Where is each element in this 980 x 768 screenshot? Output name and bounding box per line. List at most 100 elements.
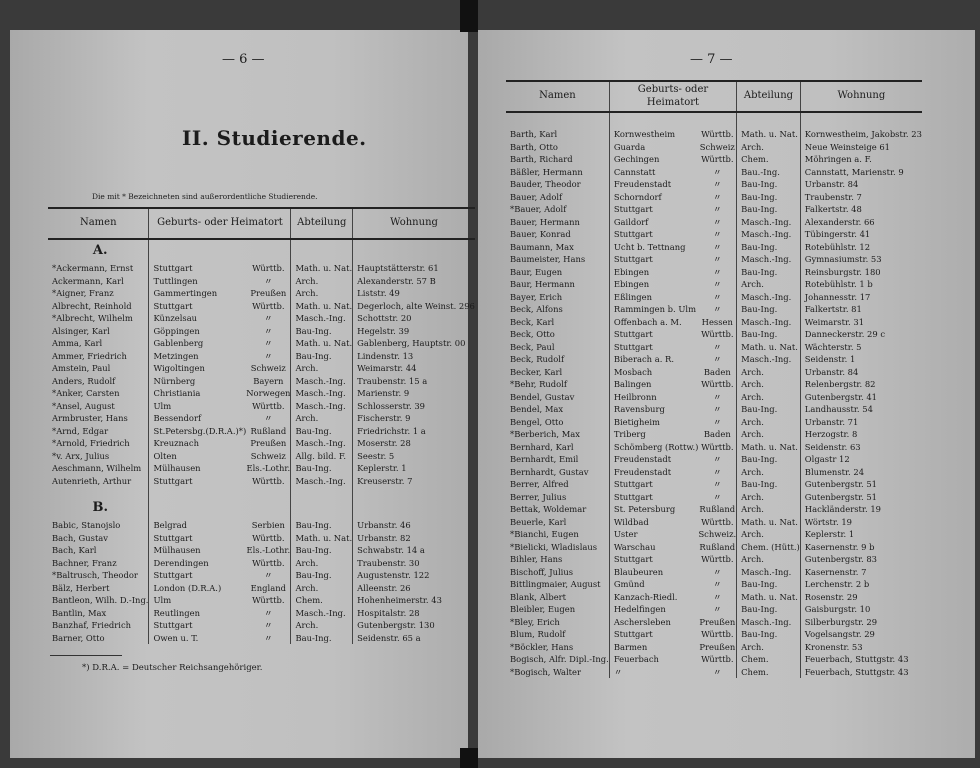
department: Arch. xyxy=(290,619,353,632)
student-name: Beck, Otto xyxy=(510,329,555,339)
birthplace: Gechingen xyxy=(608,153,699,166)
department: Bau-Ing. xyxy=(736,265,801,278)
department: Chem. (Hütt.) xyxy=(736,540,801,553)
address: Danneckerstr. 29 c xyxy=(799,328,922,341)
table-row: Bendel, Max Ravensburg 〃 Bau-Ing. Landhausst… xyxy=(506,403,922,416)
birthplace: Stuttgart xyxy=(148,474,247,487)
table-row: *Ackermann, Ernst Stuttgart Württb. Math. u… xyxy=(48,262,475,275)
address: Feuerbach, Stuttgstr. 43 xyxy=(799,653,922,666)
department: Math. u. Nat. xyxy=(736,128,801,141)
state: Schweiz. xyxy=(698,529,737,539)
department: Bau-Ing. xyxy=(290,349,353,362)
student-name: *Ackermann, Ernst xyxy=(52,263,134,273)
table-row: *Albrecht, Wilhelm Künzelsau 〃 Masch.-Ing. S… xyxy=(48,312,475,325)
table-row: *Berberich, Max Triberg Baden Arch. Herzogst… xyxy=(506,428,922,441)
state: 〃 xyxy=(713,466,722,477)
birthplace: Kornwestheim xyxy=(608,128,699,141)
birthplace: Stuttgart xyxy=(608,328,699,341)
address: Cannstatt, Marienstr. 9 xyxy=(799,165,922,178)
table-row: Barner, Otto Owen u. T. 〃 Bau-Ing. Seidenstr… xyxy=(48,631,475,644)
address: Reinsburgstr. 180 xyxy=(799,265,922,278)
table-row: Baumeister, Hans Stuttgart 〃 Masch.-Ing. Gym… xyxy=(506,253,922,266)
address: Keplerstr. 1 xyxy=(352,462,475,475)
address: Herzogstr. 8 xyxy=(799,428,922,441)
state: Württb. xyxy=(252,475,285,486)
department: Masch.-Ing. xyxy=(736,253,801,266)
state: Schweiz xyxy=(699,141,735,152)
table-row: *Arnd, Edgar St.Petersbg.(D.R.A.)*) Rußlan… xyxy=(48,424,475,437)
spacer xyxy=(506,112,922,128)
department: Arch. xyxy=(736,528,801,541)
table-row: Bauer, Konrad Stuttgart 〃 Masch.-Ing. Tübing… xyxy=(506,228,922,241)
birthplace: Gmünd xyxy=(608,578,699,591)
section-letter: A. xyxy=(92,243,108,258)
state: Serbien xyxy=(251,520,285,530)
department: Bau-Ing. xyxy=(736,603,801,616)
header-origin: Geburts- oder Heimatort xyxy=(608,80,737,113)
state: 〃 xyxy=(713,254,722,264)
binding-top xyxy=(460,0,478,32)
birthplace: Göppingen xyxy=(148,324,247,337)
department: Arch. xyxy=(290,556,353,569)
birthplace: Heilbronn xyxy=(608,390,699,403)
department: Bau.-Ing. xyxy=(736,165,801,178)
address: Urbanstr. 71 xyxy=(799,415,922,428)
student-name: Baur, Hermann xyxy=(510,279,575,289)
birthplace: Barmen xyxy=(608,640,699,653)
department: Arch. xyxy=(736,490,801,503)
state: Bayern xyxy=(253,375,284,386)
birthplace: Aschersleben xyxy=(608,615,699,628)
birthplace: Bietigheim xyxy=(608,415,699,428)
table-row: *Bauer, Adolf Stuttgart 〃 Bau-Ing. Falkertst… xyxy=(506,203,922,216)
address: Olgastr 12 xyxy=(799,453,922,466)
birthplace: Stuttgart xyxy=(608,478,699,491)
address: Alleenstr. 26 xyxy=(352,581,475,594)
table-row: Beck, Alfons Rammingen b. Ulm 〃 Bau-Ing. Fal… xyxy=(506,303,922,316)
student-table-right: Namen Geburts- oder Heimatort Abteilung … xyxy=(506,80,922,678)
department: Arch. xyxy=(290,287,353,300)
table-row: Blank, Albert Kanzach-Riedl. 〃 Math. u. Nat… xyxy=(506,590,922,603)
department: Bau-Ing. xyxy=(290,569,353,582)
birthplace: Künzelsau xyxy=(148,312,247,325)
department: Arch. xyxy=(736,553,801,566)
table-row: Bischoff, Julius Blaubeuren 〃 Masch.-Ing. Ka… xyxy=(506,565,922,578)
table-row: Berrer, Julius Stuttgart 〃 Arch. Gutenbergst… xyxy=(506,490,922,503)
birthplace: Cannstatt xyxy=(608,165,699,178)
student-name: Bernhardt, Emil xyxy=(510,454,579,464)
birthplace: Tuttlingen xyxy=(148,274,247,287)
birthplace: Eßlingen xyxy=(608,290,699,303)
birthplace: Stuttgart xyxy=(608,253,699,266)
state: Württb. xyxy=(701,441,734,452)
state: 〃 xyxy=(713,266,722,277)
birthplace: Olten xyxy=(148,449,247,462)
address: Alexanderstr. 57 B xyxy=(352,274,475,287)
table-row: Bantleon, Wilh. D.-Ing. Ulm Württb. Chem. Ho… xyxy=(48,594,475,607)
state: 〃 xyxy=(713,241,722,252)
department: Arch. xyxy=(736,415,801,428)
state: 〃 xyxy=(713,479,722,489)
birthplace: Ravensburg xyxy=(608,403,699,416)
state: 〃 xyxy=(713,391,722,402)
table-row: *Ansel, August Ulm Württb. Masch.-Ing. Schlo… xyxy=(48,399,475,412)
state: England xyxy=(250,582,286,593)
student-name: Bauder, Theodor xyxy=(510,179,581,189)
birthplace: Stuttgart xyxy=(608,553,699,566)
table-row: Bogisch, Alfr. Dipl.-Ing. Feuerbach Württb… xyxy=(506,653,922,666)
birthplace: Schorndorf xyxy=(608,190,699,203)
note: Die mit * Bezeichneten sind außerordentl… xyxy=(92,192,318,201)
table-row: Albrecht, Reinhold Stuttgart Württb. Math. … xyxy=(48,299,475,312)
department: Allg. bild. F. xyxy=(290,449,353,462)
student-name: Bendel, Max xyxy=(510,404,564,414)
address: Relenbergstr. 82 xyxy=(799,378,922,391)
address: Kasernenstr. 7 xyxy=(799,565,922,578)
student-table-left: Namen Geburts- oder Heimatort Abteilung … xyxy=(48,207,475,644)
table-row: Bantlin, Max Reutlingen 〃 Masch.-Ing. Hospit… xyxy=(48,606,475,619)
address: Schottstr. 20 xyxy=(352,312,475,325)
table-row: Bachner, Franz Derendingen Württb. Arch. Tra… xyxy=(48,556,475,569)
table-row: Autenrieth, Arthur Stuttgart Württb. Masch.… xyxy=(48,474,475,487)
address: Johannesstr. 17 xyxy=(799,290,922,303)
table-row: *Baltrusch, Theodor Stuttgart 〃 Bau-Ing. Aug… xyxy=(48,569,475,582)
address: Neue Weinsteige 61 xyxy=(799,140,922,153)
birthplace: Feuerbach xyxy=(608,653,699,666)
state: 〃 xyxy=(264,413,273,423)
